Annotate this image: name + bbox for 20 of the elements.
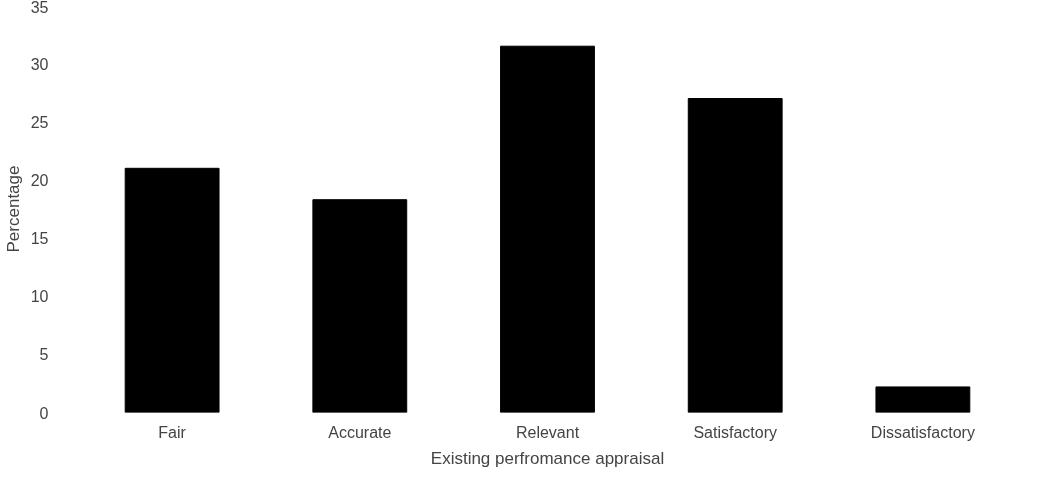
y-tick-label: 5 [39,346,49,364]
bar [500,45,595,413]
x-tick-label: Relevant [515,423,580,441]
y-axis-title: Percentage [3,165,23,253]
x-tick-label: Accurate [328,423,392,441]
bar [124,167,220,413]
bar [687,98,783,413]
x-tick-label: Satisfactory [693,423,777,441]
y-tick-label: 30 [30,55,49,73]
x-tick-label: Dissatisfactory [870,423,975,441]
y-tick-label: 20 [30,171,49,189]
bar [875,386,971,413]
x-tick-label: Fair [158,423,187,441]
y-tick-label: 35 [30,0,49,16]
y-tick-label: 25 [30,113,49,131]
y-tick-label: 10 [30,288,49,306]
bar [312,199,408,413]
x-axis-title: Existing perfromance appraisal [430,448,665,468]
y-tick-label: 15 [30,230,49,248]
y-tick-label: 0 [39,404,49,422]
